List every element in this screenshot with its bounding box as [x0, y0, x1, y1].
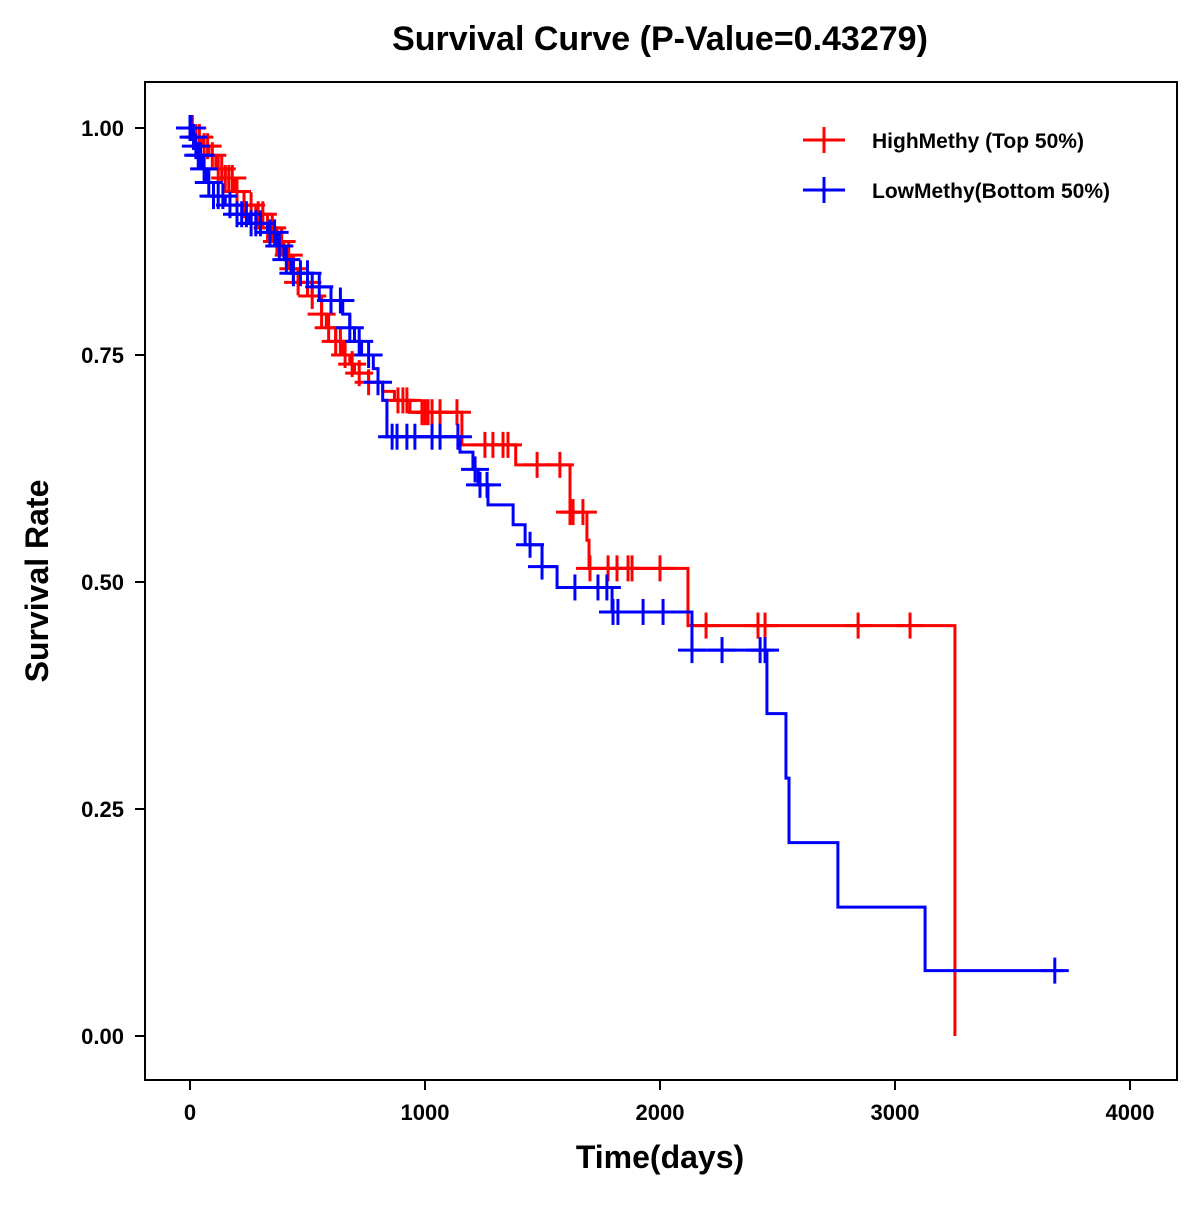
censor-mark	[493, 431, 522, 458]
series-group	[176, 115, 1069, 1036]
censor-mark	[194, 169, 223, 196]
censor-mark	[218, 164, 247, 191]
censor-mark	[516, 531, 545, 558]
y-axis: 0.00 0.25 0.50 0.75 1.00	[81, 116, 145, 1049]
censor-mark	[603, 598, 632, 625]
survival-curve-low	[190, 126, 1064, 973]
x-tick-label: 4000	[1106, 1100, 1155, 1125]
censor-mark	[751, 612, 780, 639]
censor-mark	[335, 314, 364, 341]
x-tick-label: 2000	[636, 1100, 685, 1125]
censor-mark	[345, 328, 374, 355]
x-axis-label: Time(days)	[576, 1139, 744, 1175]
y-tick-label: 0.00	[81, 1024, 124, 1049]
censor-mark	[307, 301, 336, 328]
censor-mark	[354, 342, 383, 368]
x-tick-label: 3000	[871, 1100, 920, 1125]
y-tick-label: 0.25	[81, 797, 124, 822]
censor-mark	[692, 612, 721, 639]
censor-mark	[326, 287, 355, 314]
legend-item-low: LowMethy(Bottom 50%)	[803, 177, 1110, 203]
censor-mark	[305, 273, 334, 300]
censor-mark	[708, 637, 737, 664]
censor-mark	[844, 612, 873, 639]
censor-mark	[258, 214, 287, 241]
censor-mark	[293, 260, 322, 287]
censor-mark	[592, 574, 621, 601]
censor-mark	[392, 387, 421, 414]
y-tick-label: 0.50	[81, 570, 124, 595]
censor-mark	[751, 637, 780, 664]
censor-mark	[646, 555, 674, 582]
censor-mark	[461, 456, 490, 483]
censor-mark	[528, 553, 557, 580]
censor-mark	[545, 451, 574, 478]
legend-label-low: LowMethy(Bottom 50%)	[872, 180, 1110, 203]
censor-mark	[1040, 957, 1069, 984]
censor-mark	[618, 555, 647, 582]
censor-mark	[223, 178, 251, 205]
y-tick-label: 0.75	[81, 343, 124, 368]
x-tick-label: 1000	[401, 1100, 450, 1125]
chart-title: Survival Curve (P-Value=0.43279)	[392, 20, 928, 58]
censor-mark	[272, 246, 301, 273]
legend: HighMethy (Top 50%) LowMethy(Bottom 50%)	[803, 127, 1110, 203]
censor-mark	[260, 219, 289, 246]
censor-mark	[265, 233, 294, 260]
legend-item-high: HighMethy (Top 50%)	[803, 127, 1084, 153]
x-axis: 0 1000 2000 3000 4000	[184, 1080, 1155, 1125]
y-axis-label: Survival Rate	[19, 480, 55, 683]
censor-mark	[364, 369, 392, 396]
x-tick-label: 0	[184, 1100, 196, 1125]
y-tick-label: 1.00	[81, 116, 124, 141]
censor-mark	[442, 399, 471, 426]
censor-mark	[568, 499, 597, 526]
survival-curve-high	[190, 126, 957, 1036]
censor-mark	[190, 155, 219, 182]
censor-mark	[186, 142, 215, 169]
censor-mark	[677, 637, 706, 664]
censor-mark	[649, 598, 678, 625]
censor-mark	[896, 612, 925, 639]
censor-mark	[443, 423, 472, 450]
censor-mark	[473, 471, 502, 498]
legend-label-high: HighMethy (Top 50%)	[872, 130, 1084, 153]
